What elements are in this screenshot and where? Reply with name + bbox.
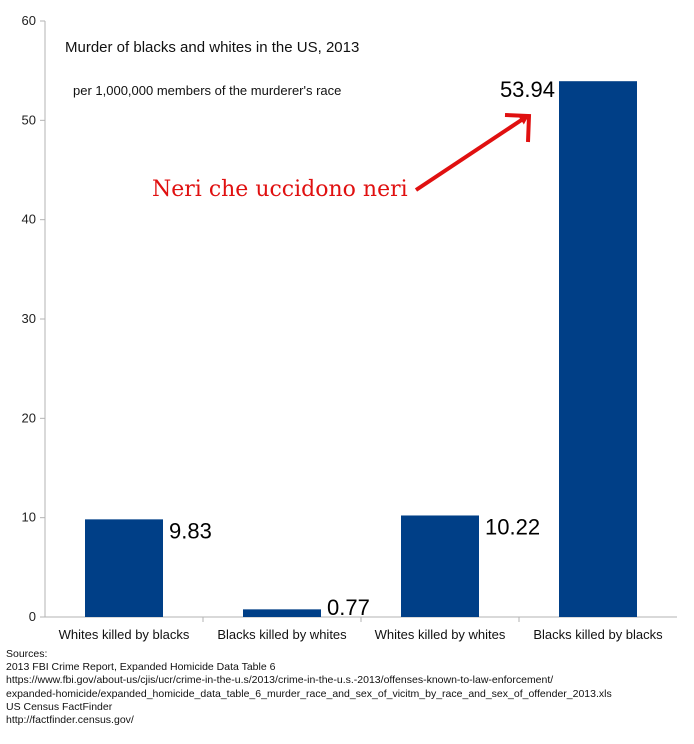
x-tick-label: Whites killed by whites: [375, 627, 506, 642]
data-label: 9.83: [169, 518, 212, 543]
y-tick-label: 0: [29, 609, 36, 624]
y-tick-label: 10: [22, 510, 36, 525]
y-tick-label: 60: [22, 13, 36, 28]
sources-block: Sources: 2013 FBI Crime Report, Expanded…: [6, 648, 690, 727]
data-label: 10.22: [485, 514, 540, 539]
annotation-arrowhead: [504, 113, 532, 143]
x-tick-label: Blacks killed by blacks: [533, 627, 663, 642]
bar: [243, 609, 321, 617]
sources-line: 2013 FBI Crime Report, Expanded Homicide…: [6, 661, 276, 674]
bar: [85, 519, 163, 617]
sources-line: expanded-homicide/expanded_homicide_data…: [6, 687, 612, 700]
data-label: 0.77: [327, 595, 370, 620]
bars: [85, 81, 637, 618]
chart-title: Murder of blacks and whites in the US, 2…: [65, 39, 359, 56]
data-label: 53.94: [500, 77, 555, 102]
x-tick-label: Whites killed by blacks: [59, 627, 190, 642]
y-tick-label: 50: [22, 112, 36, 127]
y-axis-ticks: 0 10 20 30 40 50 60: [22, 13, 45, 624]
data-labels: 9.83 0.77 10.22 53.94: [169, 77, 555, 620]
category-labels: Whites killed by blacks Blacks killed by …: [59, 627, 664, 642]
annotation-arrow: [414, 114, 530, 192]
bar: [559, 81, 637, 618]
annotation-text: Neri che uccidono neri: [152, 177, 408, 202]
sources-line: https://www.fbi.gov/about-us/cjis/ucr/cr…: [6, 674, 554, 687]
y-tick-label: 30: [22, 311, 36, 326]
chart-subtitle: per 1,000,000 members of the murderer's …: [73, 83, 341, 98]
y-tick-label: 20: [22, 410, 36, 425]
y-tick-label: 40: [22, 212, 36, 227]
bar-chart: 0 10 20 30 40 50 60 9.83 0.77 10.22 53.94 Whites …: [22, 13, 677, 642]
bar: [401, 515, 479, 617]
sources-line: US Census FactFinder: [6, 700, 113, 713]
sources-line: Sources:: [6, 648, 48, 660]
sources-line: http://factfinder.census.gov/: [6, 714, 134, 727]
x-tick-label: Blacks killed by whites: [217, 627, 347, 642]
